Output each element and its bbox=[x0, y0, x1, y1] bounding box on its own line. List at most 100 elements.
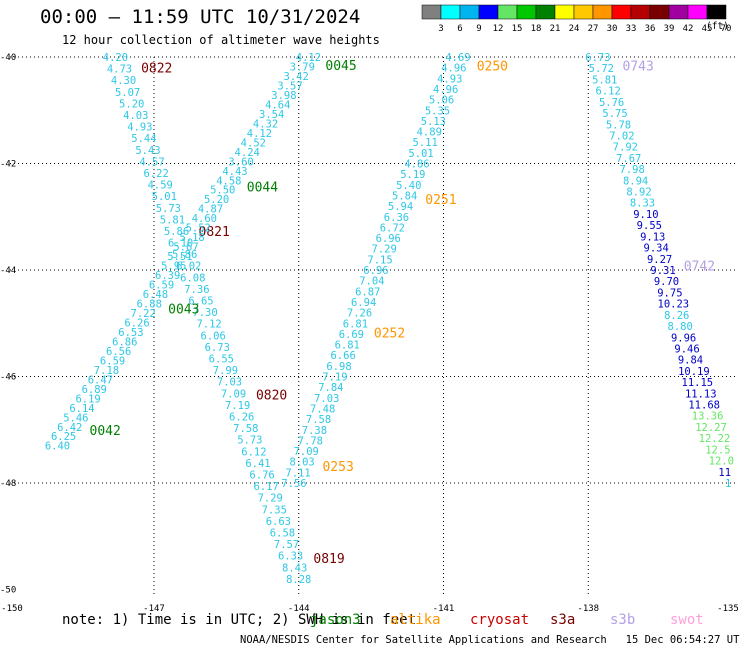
y-tick-label: -44 bbox=[0, 266, 16, 276]
wave-height-value: 6.73 bbox=[205, 342, 230, 354]
wave-height-value: 10.19 bbox=[678, 366, 710, 378]
colorbar-swatch bbox=[440, 4, 461, 20]
wave-height-value: 7.92 bbox=[613, 142, 638, 154]
colorbar-label: 9 bbox=[476, 24, 481, 34]
satellite-legend-cryosat: cryosat bbox=[470, 612, 530, 628]
wave-height-value: 6.40 bbox=[45, 441, 70, 453]
colorbar-label: 21 bbox=[550, 24, 561, 34]
pass-time-label: 0743 bbox=[623, 60, 654, 75]
wave-height-value: 10.23 bbox=[658, 299, 690, 311]
wave-height-value: 6.81 bbox=[343, 318, 368, 330]
wave-height-value: 4.20 bbox=[103, 52, 128, 64]
wave-height-value: 12.0 bbox=[709, 456, 734, 468]
wave-height-value: 5.01 bbox=[408, 148, 433, 160]
chart-subtitle: 12 hour collection of altimeter wave hei… bbox=[62, 33, 380, 47]
wave-height-value: 5.72 bbox=[589, 63, 614, 75]
x-tick-label: -144 bbox=[288, 604, 310, 614]
wave-height-value: 7.02 bbox=[609, 130, 634, 142]
wave-height-value: 5.07 bbox=[115, 87, 140, 99]
wave-height-value: 6.96 bbox=[363, 265, 388, 277]
wave-height-value: 6.88 bbox=[137, 299, 162, 311]
wave-height-value: 7.57 bbox=[274, 539, 299, 551]
colorbar-label: 12 bbox=[493, 24, 504, 34]
colorbar-swatch bbox=[573, 4, 594, 20]
wave-height-value: 6.89 bbox=[82, 384, 107, 396]
wave-height-value: 4.60 bbox=[192, 213, 217, 225]
wave-height-value: 5.11 bbox=[413, 137, 438, 149]
wave-height-value: 5.52 bbox=[186, 223, 211, 235]
wave-height-value: 6.72 bbox=[380, 222, 405, 234]
wave-height-value: 4.52 bbox=[241, 137, 266, 149]
wave-height-value: 4.96 bbox=[441, 63, 466, 75]
satellite-legend-s3a: s3a bbox=[550, 612, 576, 628]
wave-height-value: 7.26 bbox=[347, 308, 372, 320]
wave-height-value: 7.12 bbox=[196, 319, 221, 331]
colorbar-label: 3 bbox=[438, 24, 443, 34]
wave-height-value: 7.56 bbox=[281, 478, 306, 490]
wave-height-value: 6.63 bbox=[266, 516, 291, 528]
colorbar-label: 30 bbox=[607, 24, 618, 34]
colorbar-swatch bbox=[687, 4, 708, 20]
wave-height-value: 4.58 bbox=[216, 175, 241, 187]
pass-time-label: 0251 bbox=[425, 193, 456, 208]
wave-height-value: 6.10 bbox=[168, 238, 193, 250]
pass-time-label: 0821 bbox=[199, 225, 230, 240]
wave-height-value: 7.29 bbox=[372, 244, 397, 256]
wave-height-value: 6.94 bbox=[351, 297, 376, 309]
wave-height-value: 5.44 bbox=[131, 133, 156, 145]
wave-height-value: 4.12 bbox=[247, 128, 272, 140]
wave-height-value: 3.79 bbox=[290, 61, 315, 73]
wave-height-value: 4.59 bbox=[148, 180, 173, 192]
wave-height-value: 6.12 bbox=[241, 446, 266, 458]
wave-height-value: 12.22 bbox=[699, 433, 731, 445]
pass-time-label: 0819 bbox=[313, 552, 344, 567]
wave-height-value: 8.94 bbox=[623, 175, 648, 187]
satellite-legend-s3b: s3b bbox=[610, 612, 636, 628]
wave-height-value: 6.59 bbox=[100, 355, 125, 367]
wave-height-value: 5.86 bbox=[164, 226, 189, 238]
wave-height-value: 7.04 bbox=[359, 276, 384, 288]
wave-height-value: 11.15 bbox=[682, 377, 714, 389]
wave-height-value: 4.30 bbox=[111, 75, 136, 87]
y-tick-label: -42 bbox=[0, 160, 16, 170]
wave-height-value: 5.20 bbox=[204, 194, 229, 206]
colorbar-swatch bbox=[668, 4, 689, 20]
generated-timestamp: 15 Dec 06:54:27 UTC 2024 bbox=[625, 634, 740, 646]
colorbar-label: 33 bbox=[626, 24, 637, 34]
wave-height-value: 7.09 bbox=[294, 446, 319, 458]
wave-height-value: 6.55 bbox=[209, 354, 234, 366]
x-tick-label: -141 bbox=[433, 604, 455, 614]
wave-height-value: 9.75 bbox=[657, 287, 682, 299]
credit-text: NOAA/NESDIS Center for Satellite Applica… bbox=[240, 634, 607, 646]
wave-height-value: 3.98 bbox=[271, 90, 296, 102]
pass-time-label: 0742 bbox=[684, 260, 715, 275]
wave-height-value: 5.40 bbox=[396, 180, 421, 192]
wave-height-value: 4.93 bbox=[437, 73, 462, 85]
wave-height-value: 7.22 bbox=[131, 308, 156, 320]
wave-height-value: 7.98 bbox=[620, 164, 645, 176]
colorbar-label: 42 bbox=[683, 24, 694, 34]
wave-height-value: 4.86 bbox=[404, 159, 429, 171]
wave-height-value: 6.48 bbox=[143, 289, 168, 301]
wave-height-value: 8.26 bbox=[664, 310, 689, 322]
y-tick-label: -40 bbox=[0, 53, 16, 63]
wave-height-value: 4.87 bbox=[198, 204, 223, 216]
wave-height-value: 7.30 bbox=[192, 307, 217, 319]
wave-height-value: 5.81 bbox=[592, 74, 617, 86]
wave-height-value: 9.10 bbox=[633, 209, 658, 221]
wave-height-value: 5.35 bbox=[425, 105, 450, 117]
wave-height-value: 6.56 bbox=[106, 346, 131, 358]
wave-height-value: 3.57 bbox=[277, 80, 302, 92]
colorbar-swatch bbox=[554, 4, 575, 20]
x-tick-label: -150 bbox=[1, 604, 23, 614]
wave-height-value: 5.46 bbox=[63, 412, 88, 424]
wave-height-value: 4.73 bbox=[107, 64, 132, 76]
pass-time-label: 0820 bbox=[256, 388, 287, 403]
wave-height-value: 4.93 bbox=[127, 122, 152, 134]
pass-time-label: 0045 bbox=[325, 59, 356, 74]
wave-height-value: 7.84 bbox=[318, 382, 343, 394]
wave-height-value: 5.84 bbox=[392, 190, 417, 202]
pass-time-label: 0042 bbox=[90, 424, 121, 439]
colorbar-label: 15 bbox=[512, 24, 523, 34]
